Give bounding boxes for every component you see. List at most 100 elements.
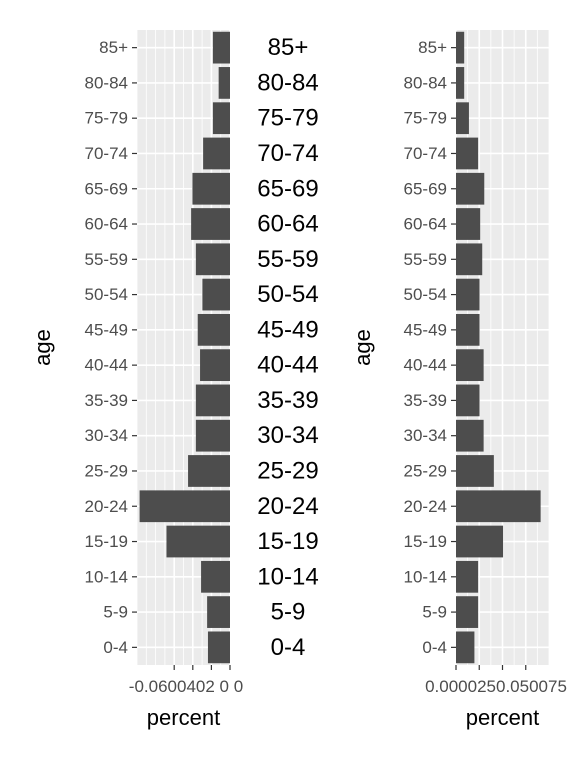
middle-age-label: 60-64 [257,211,318,238]
bar-60-64 [191,208,230,240]
y-tick-label: 40-44 [85,356,128,375]
y-tick-label: 55-59 [404,250,447,269]
bar-30-34 [195,419,230,452]
x-tick-labels: 0.0000250.050075 [425,677,567,696]
bar-45-49 [197,313,230,346]
bar-55-59 [195,243,230,276]
y-tick-label: 85+ [418,38,447,57]
left-x-axis-title: percent [147,705,220,730]
middle-age-label: 15-19 [257,528,318,555]
bar-10-14 [201,560,230,593]
bar-85+ [456,31,465,64]
middle-age-label: 80-84 [257,69,318,96]
bar-85+ [212,31,230,64]
bar-15-19 [166,525,230,558]
y-tick-label: 35-39 [85,391,128,410]
middle-age-label: 65-69 [257,175,318,202]
middle-age-label: 5-9 [271,599,306,626]
bar-10-14 [456,560,479,593]
right-panel-y-axis: 0-4 5-9 10-14 15-19 20-24 25-29 30-34 35-39 40-4… [404,38,456,657]
y-tick-label: 60-64 [85,215,128,234]
y-tick-label: 75-79 [85,109,128,128]
right-panel-bars [456,31,541,664]
y-tick-label: 0-4 [422,638,447,657]
y-tick-label: 75-79 [404,109,447,128]
bar-35-39 [195,384,230,417]
middle-age-label: 40-44 [257,352,318,379]
bar-20-24 [456,490,541,523]
bar-65-69 [192,172,230,205]
bar-25-29 [456,455,494,487]
y-tick-label: 25-29 [404,461,447,480]
middle-age-label: 50-54 [257,281,318,308]
y-tick-label: 60-64 [404,215,447,234]
bar-70-74 [456,137,479,170]
y-tick-label: 20-24 [85,497,128,516]
y-tick-label: 5-9 [103,603,128,622]
y-tick-label: 15-19 [404,532,447,551]
bar-25-29 [188,455,230,487]
y-tick-label: 70-74 [404,144,447,163]
y-tick-label: 65-69 [404,179,447,198]
bar-75-79 [212,102,230,135]
middle-age-label: 35-39 [257,387,318,414]
middle-age-label: 10-14 [257,563,318,590]
middle-age-label: 30-34 [257,422,318,449]
y-tick-label: 45-49 [85,320,128,339]
y-tick-label: 10-14 [404,567,447,586]
y-tick-label: 15-19 [85,532,128,551]
middle-age-label: 20-24 [257,493,318,520]
bar-5-9 [456,596,479,628]
y-tick-label: 20-24 [404,497,447,516]
bar-5-9 [207,596,230,628]
bar-40-44 [456,349,484,382]
y-tick-label: 65-69 [85,179,128,198]
bar-0-4 [207,631,230,664]
bar-40-44 [200,349,230,382]
bar-30-34 [456,419,484,452]
y-tick-label: 80-84 [404,73,447,92]
left-y-axis-title: age [30,329,55,366]
bar-75-79 [456,102,469,135]
bar-50-54 [456,278,480,311]
y-tick-label: 85+ [99,38,128,57]
y-tick-label: 30-34 [404,426,447,445]
left-panel-bars [139,31,230,664]
bar-0-4 [456,631,475,664]
middle-age-label: 70-74 [257,140,318,167]
bar-20-24 [139,490,230,523]
bar-65-69 [456,172,485,205]
y-tick-label: 40-44 [404,356,447,375]
bar-55-59 [456,243,483,276]
bar-15-19 [456,525,504,558]
y-tick-label: 80-84 [85,73,128,92]
y-tick-label: 70-74 [85,144,128,163]
middle-age-label: 75-79 [257,105,318,132]
y-tick-label: 10-14 [85,567,128,586]
middle-age-label: 0-4 [271,634,306,661]
middle-age-label: 25-29 [257,457,318,484]
y-tick-label: 45-49 [404,320,447,339]
y-tick-label: 30-34 [85,426,128,445]
y-tick-label: 0-4 [103,638,128,657]
y-tick-label: 35-39 [404,391,447,410]
middle-age-label: 45-49 [257,316,318,343]
bar-80-84 [456,67,465,99]
right-panel-x-axis: 0.0000250.050075 [425,665,567,696]
x-tick-labels: -0.0600402 0 0 [129,677,243,696]
bar-60-64 [456,208,481,240]
bar-45-49 [456,313,480,346]
right-x-axis-title: percent [466,705,539,730]
y-tick-label: 50-54 [404,285,447,304]
y-tick-label: 5-9 [422,603,447,622]
middle-age-labels: 0-4 5-9 10-14 15-19 20-24 25-29 30-34 35-39 40-4… [257,34,318,661]
right-y-axis-title: age [350,329,375,366]
bar-70-74 [203,137,230,170]
bar-35-39 [456,384,480,417]
middle-age-label: 85+ [268,34,309,61]
left-panel-y-axis: 0-4 5-9 10-14 15-19 20-24 25-29 30-34 35-39 40-4… [85,38,137,657]
y-tick-label: 55-59 [85,250,128,269]
middle-age-label: 55-59 [257,246,318,273]
bar-80-84 [218,67,230,99]
